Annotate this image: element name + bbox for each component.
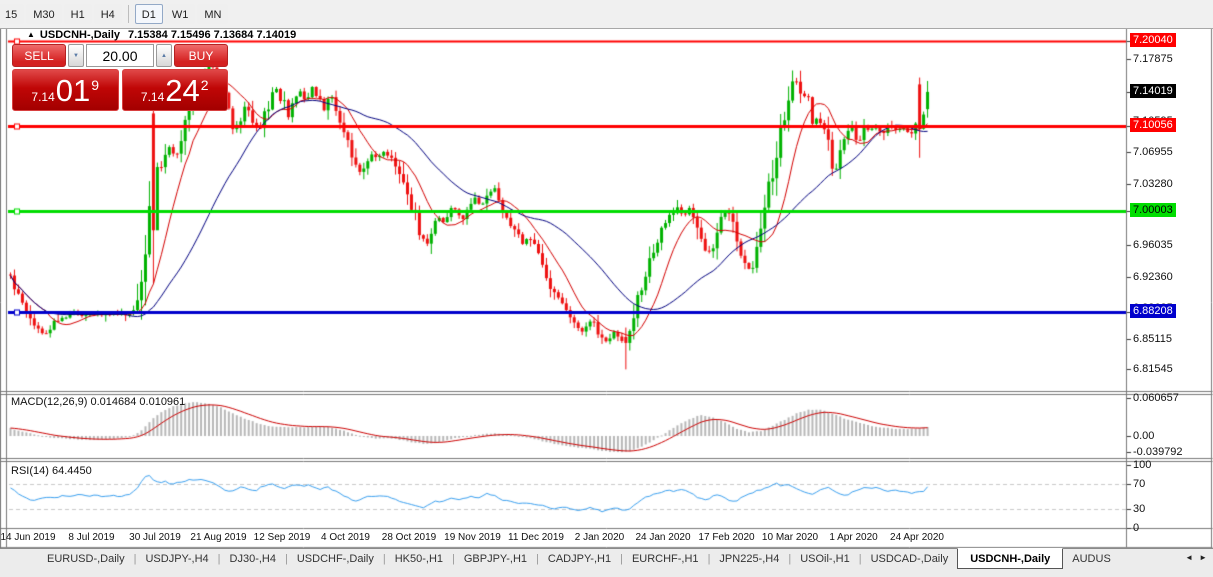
- chart-tab-usdjpy-h4[interactable]: USDJPY-,H4: [145, 553, 209, 565]
- date-axis-label: 10 Mar 2020: [761, 532, 819, 543]
- macd-indicator-label: MACD(12,26,9) 0.014684 0.010961: [11, 396, 186, 408]
- date-axis-label: 17 Feb 2020: [698, 532, 755, 543]
- timeframe-button-h4[interactable]: H4: [93, 4, 122, 24]
- sell-price-big-digits: 01: [55, 73, 91, 108]
- price-tick: 6.81545: [1133, 362, 1173, 375]
- chart-tab-usoil-h1[interactable]: USOil-,H1: [800, 553, 850, 565]
- chart-tab-audus[interactable]: AUDUS: [1072, 553, 1111, 565]
- macd-axis-tick: -0.039792: [1133, 446, 1183, 458]
- buy-price-big-digits: 24: [165, 73, 200, 108]
- volume-input[interactable]: [86, 44, 154, 67]
- current-price-label: 7.14019: [1130, 83, 1176, 98]
- trade-panel-quotes: 7.14 01 9 7.14 24 2: [12, 69, 228, 111]
- date-axis-label: 19 Nov 2019: [444, 532, 501, 543]
- chart-tab-eurusd-daily[interactable]: EURUSD-,Daily: [47, 553, 125, 565]
- rsi-indicator-label: RSI(14) 64.4450: [11, 465, 92, 477]
- level-price-label: 6.88208: [1130, 304, 1176, 319]
- chart-tab-jpn225-h4[interactable]: JPN225-,H4: [719, 553, 780, 565]
- macd-axis-tick: 0.00: [1133, 430, 1155, 442]
- buy-price-pip-digit: 2: [200, 77, 209, 93]
- timeframe-button-15[interactable]: 15: [0, 4, 25, 24]
- price-tick: 6.85115: [1133, 332, 1172, 345]
- buy-button[interactable]: BUY: [174, 44, 228, 67]
- tab-scroll-arrows: ◄ ►: [1185, 553, 1207, 562]
- date-axis-label: 2 Jan 2020: [574, 532, 625, 543]
- price-tick: 6.92360: [1133, 270, 1173, 283]
- chart-ohlc-values: 7.15384 7.15496 7.13684 7.14019: [128, 29, 297, 41]
- buy-price-prefix: 7.14: [140, 90, 165, 104]
- price-tick: 7.03280: [1133, 177, 1173, 190]
- date-axis-label: 24 Apr 2020: [890, 532, 944, 543]
- date-axis-label: 21 Aug 2019: [190, 532, 247, 543]
- trade-panel-controls: SELL ▼ ▲ BUY: [12, 44, 228, 67]
- date-axis-label: 12 Sep 2019: [253, 532, 311, 543]
- chart-tab-hk50-h1[interactable]: HK50-,H1: [394, 553, 443, 565]
- date-axis-label: 24 Jan 2020: [635, 532, 691, 543]
- chart-symbol-label: USDCNH-,Daily: [39, 29, 120, 41]
- level-price-label: 7.20040: [1130, 32, 1176, 47]
- date-axis-label: 11 Dec 2019: [508, 532, 564, 543]
- rsi-axis-tick: 70: [1133, 477, 1146, 490]
- sell-price-display[interactable]: 7.14 01 9: [12, 69, 119, 111]
- tab-separator: |: [788, 553, 792, 565]
- tab-separator: |: [217, 553, 221, 565]
- macd-axis-tick: 0.060657: [1133, 392, 1179, 405]
- chart-tab-eurchf-h1[interactable]: EURCHF-,H1: [631, 553, 699, 565]
- rsi-axis-tick: 0: [1133, 522, 1140, 534]
- rsi-axis-tick: 30: [1133, 503, 1146, 516]
- date-axis-label: 30 Jul 2019: [129, 532, 181, 543]
- sell-button[interactable]: SELL: [12, 44, 66, 67]
- tab-scroll-right-icon[interactable]: ►: [1199, 553, 1207, 562]
- tab-separator: |: [284, 553, 288, 565]
- price-axis[interactable]: 7.105956.997106.886857.178757.069557.032…: [1130, 0, 1212, 548]
- date-axis-label: 28 Oct 2019: [381, 532, 437, 543]
- time-axis[interactable]: 14 Jun 2019 8 Jul 2019 30 Jul 2019 21 Aug 2…: [0, 529, 1127, 547]
- timeframe-button-d1[interactable]: D1: [134, 4, 163, 24]
- tab-separator: |: [382, 553, 386, 565]
- tab-separator: |: [707, 553, 711, 565]
- timeframe-button-m30[interactable]: M30: [26, 4, 62, 24]
- date-axis-label: 8 Jul 2019: [68, 532, 115, 543]
- chart-tab-dj30-h4[interactable]: DJ30-,H4: [229, 553, 276, 565]
- toolbar-separator: [127, 5, 129, 23]
- rsi-axis-tick: 100: [1133, 459, 1152, 471]
- price-tick: 6.96035: [1133, 239, 1173, 252]
- tab-scroll-left-icon[interactable]: ◄: [1185, 553, 1194, 562]
- tab-separator: |: [452, 553, 455, 565]
- chart-tab-cadjpy-h1[interactable]: CADJPY-,H1: [547, 553, 612, 565]
- sell-price-prefix: 7.14: [31, 90, 55, 104]
- chart-tab-usdchf-daily[interactable]: USDCHF-,Daily: [296, 553, 374, 565]
- chart-tab-usdcnh-daily[interactable]: USDCNH-,Daily: [957, 548, 1064, 569]
- tab-separator: |: [620, 553, 623, 565]
- chart-tab-usdcad-daily[interactable]: USDCAD-,Daily: [870, 553, 949, 565]
- timeframe-button-w1[interactable]: W1: [164, 4, 196, 24]
- tab-separator: |: [858, 553, 862, 565]
- price-tick: 7.06955: [1133, 146, 1173, 159]
- chart-tab-gbpjpy-h1[interactable]: GBPJPY-,H1: [463, 553, 528, 565]
- chart-title: ▲ USDCNH-,Daily 7.15384 7.15496 7.13684 7.…: [27, 29, 296, 41]
- buy-price-display[interactable]: 7.14 24 2: [121, 69, 228, 111]
- sell-price-pip-digit: 9: [91, 77, 100, 93]
- tab-separator: |: [536, 553, 539, 565]
- date-axis-label: 1 Apr 2020: [829, 532, 878, 543]
- timeframe-toolbar: 15 M30 H1 H4 D1 W1 MN: [0, 0, 1213, 29]
- level-price-label: 7.10056: [1130, 117, 1176, 132]
- timeframe-button-mn[interactable]: MN: [197, 4, 229, 24]
- tab-separator: |: [133, 553, 137, 565]
- level-price-label: 7.00003: [1130, 203, 1176, 218]
- volume-increase-button[interactable]: ▲: [156, 44, 172, 67]
- chart-tab-bar: EURUSD-,Daily | USDJPY-,H4 | DJ30-,H4 | USDCHF…: [0, 548, 1213, 577]
- collapse-trade-panel-icon[interactable]: ▲: [27, 30, 35, 39]
- price-tick: 7.17875: [1133, 53, 1173, 65]
- volume-decrease-button[interactable]: ▼: [68, 44, 84, 67]
- date-axis-label: 4 Oct 2019: [321, 532, 370, 543]
- timeframe-button-h1[interactable]: H1: [63, 4, 92, 24]
- date-axis-label: 14 Jun 2019: [0, 532, 56, 543]
